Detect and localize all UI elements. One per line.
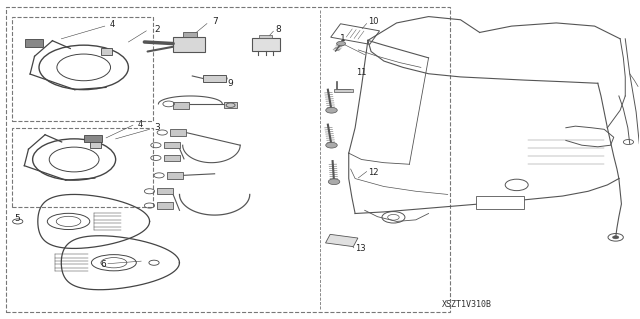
Circle shape <box>326 142 337 148</box>
Bar <box>334 89 353 92</box>
Text: XSZT1V310B: XSZT1V310B <box>442 300 492 308</box>
Text: 4: 4 <box>110 20 115 29</box>
Text: 10: 10 <box>368 17 378 26</box>
Bar <box>157 202 173 209</box>
Text: 12: 12 <box>368 168 378 177</box>
Text: 11: 11 <box>356 68 366 77</box>
Text: 2: 2 <box>154 25 160 34</box>
Bar <box>182 33 196 37</box>
Polygon shape <box>326 234 358 247</box>
Text: 5: 5 <box>14 214 20 223</box>
Text: 7: 7 <box>212 17 218 26</box>
Bar <box>164 142 179 148</box>
Text: 4: 4 <box>138 120 143 129</box>
Text: 3: 3 <box>154 123 160 132</box>
Bar <box>6 7 450 312</box>
Bar <box>173 102 189 109</box>
Bar <box>84 135 102 142</box>
Text: 1: 1 <box>339 34 345 43</box>
Bar <box>203 75 226 82</box>
Bar <box>101 48 113 55</box>
Bar <box>170 129 186 136</box>
Bar <box>12 128 153 207</box>
Circle shape <box>612 236 619 239</box>
Text: 9: 9 <box>228 79 234 88</box>
Bar <box>173 37 205 51</box>
Bar <box>224 102 237 108</box>
Bar <box>25 39 43 47</box>
Circle shape <box>328 179 340 185</box>
Text: 13: 13 <box>355 244 365 253</box>
Text: 6: 6 <box>100 260 106 269</box>
Bar <box>90 141 101 148</box>
Text: 8: 8 <box>276 25 282 34</box>
Bar <box>252 38 280 51</box>
Bar <box>476 196 524 209</box>
Bar <box>157 188 173 195</box>
Bar <box>259 35 272 38</box>
Circle shape <box>337 41 346 46</box>
Bar <box>164 155 179 161</box>
Circle shape <box>326 108 337 113</box>
Bar <box>12 17 153 122</box>
Bar <box>167 172 182 179</box>
